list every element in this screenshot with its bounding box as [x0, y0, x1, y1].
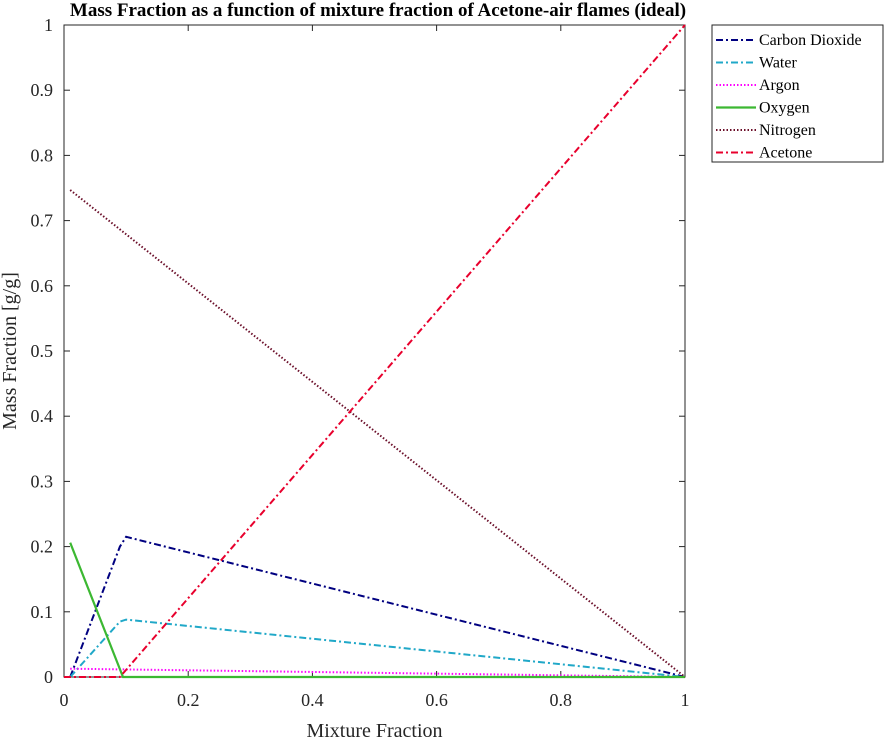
y-tick-label: 0.3 [31, 471, 54, 491]
y-tick-label: 0.2 [31, 537, 54, 557]
chart-title: Mass Fraction as a function of mixture f… [70, 0, 686, 21]
legend: Carbon Dioxide Water Argon Oxygen Nitrogen Ac… [711, 24, 884, 163]
series-line-nitrogen [69, 189, 686, 678]
y-axis-label: Mass Fraction [g/g] [0, 272, 21, 430]
y-tick-label: 0.9 [31, 80, 54, 100]
x-axis-label: Mixture Fraction [306, 720, 442, 739]
x-tick-label: 0.2 [177, 690, 200, 710]
y-tick-label: 1 [44, 15, 53, 35]
series-line-acetone [64, 24, 686, 678]
y-tick-label: 0.4 [31, 406, 54, 426]
y-tick-label: 0 [44, 667, 53, 687]
x-tick-label: 1 [681, 690, 690, 710]
y-tick-label: 0.7 [31, 211, 54, 231]
y-tick-label: 0.6 [31, 276, 54, 296]
legend-label-acetone: Acetone [759, 145, 812, 162]
series-line-water [69, 618, 686, 678]
x-tick-label: 0.4 [301, 690, 324, 710]
series-line-oxygen [69, 542, 685, 679]
axis-ticks: 0 0.2 0.4 0.6 0.8 1 0 0.1 0.2 0.3 0.4 0.5 0.6 0.7 0.8 0… [31, 15, 690, 710]
y-tick-label: 0.5 [31, 341, 54, 361]
y-tick-label: 0.8 [31, 145, 54, 165]
legend-label-water: Water [759, 55, 797, 72]
legend-label-argon: Argon [759, 77, 800, 94]
series-line-argon [70, 667, 686, 678]
plot-area [63, 24, 686, 678]
y-tick-label: 0.1 [31, 602, 54, 622]
series-line-carbon-dioxide [69, 535, 686, 678]
legend-box [711, 24, 884, 163]
legend-label-oxygen: Oxygen [759, 100, 810, 117]
series-lines [64, 24, 686, 679]
x-tick-label: 0.8 [550, 690, 573, 710]
x-tick-label: 0 [60, 690, 69, 710]
legend-label-nitrogen: Nitrogen [759, 122, 816, 139]
legend-label-carbon-dioxide: Carbon Dioxide [759, 32, 862, 49]
x-tick-label: 0.6 [425, 690, 448, 710]
